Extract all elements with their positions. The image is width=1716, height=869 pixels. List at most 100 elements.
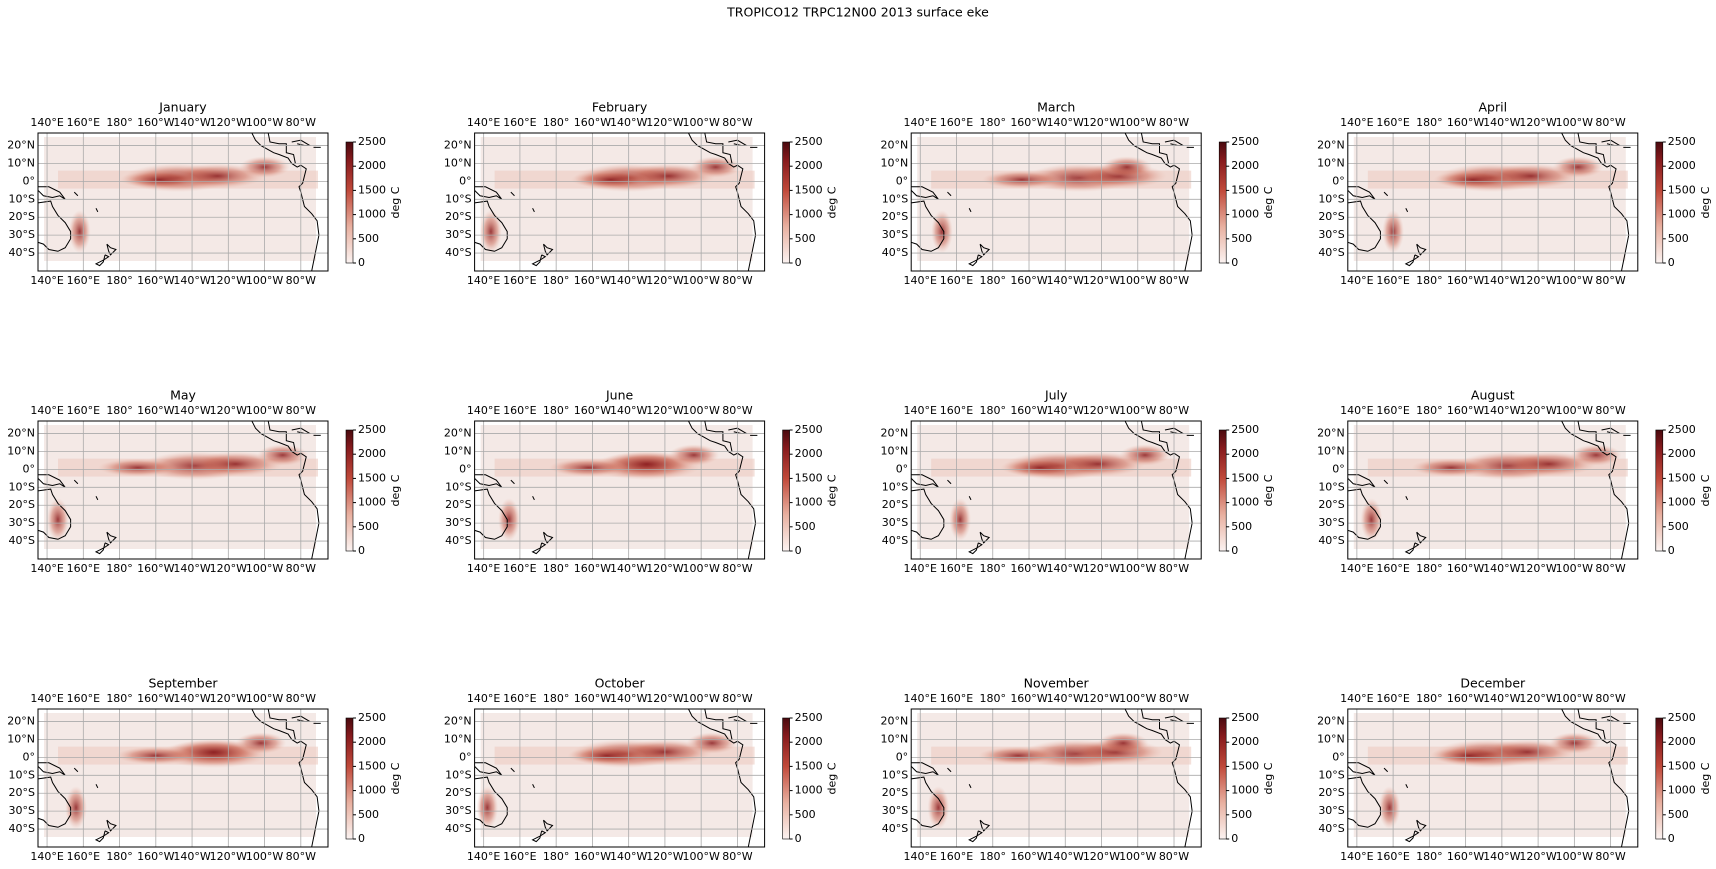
lon-tick-label: 140°W bbox=[173, 404, 210, 417]
eke-pattern bbox=[686, 732, 738, 754]
lon-tick-label: 80°W bbox=[1595, 692, 1625, 705]
lat-tick-label: 20°S bbox=[1318, 210, 1344, 223]
colorbar bbox=[1655, 717, 1664, 840]
lat-tick-label: 30°S bbox=[882, 228, 908, 241]
lon-tick-label: 140°E bbox=[467, 562, 500, 575]
lon-tick-label: 160°E bbox=[940, 116, 973, 129]
coastline bbox=[95, 496, 99, 501]
lon-tick-label: 100°W bbox=[682, 404, 719, 417]
lon-tick-label: 120°W bbox=[646, 274, 683, 287]
lon-tick-label: 180° bbox=[543, 404, 570, 417]
lon-tick-label: 140°W bbox=[1483, 274, 1520, 287]
lon-tick-label: 100°W bbox=[246, 562, 283, 575]
lon-tick-label: 140°W bbox=[1483, 116, 1520, 129]
lon-tick-label: 160°W bbox=[1447, 274, 1484, 287]
coastline bbox=[1405, 496, 1409, 501]
colorbar-tick-label: 0 bbox=[1231, 832, 1238, 845]
coastline bbox=[1124, 133, 1193, 271]
coastline bbox=[38, 200, 72, 252]
lon-tick-label: 80°W bbox=[1159, 116, 1189, 129]
coastline bbox=[704, 421, 733, 452]
map-area bbox=[474, 133, 758, 271]
map-area bbox=[1347, 421, 1631, 559]
lon-tick-label: 80°W bbox=[1159, 562, 1189, 575]
lon-tick-label: 140°W bbox=[610, 274, 647, 287]
colorbar bbox=[1218, 717, 1227, 840]
coastline bbox=[251, 709, 320, 847]
coastline bbox=[1577, 421, 1606, 452]
coastline bbox=[704, 709, 733, 740]
eke-pattern bbox=[567, 746, 647, 765]
lon-tick-label: 140°W bbox=[1047, 692, 1084, 705]
lat-tick-label: 20°S bbox=[9, 498, 35, 511]
lon-tick-label: 160°E bbox=[503, 404, 536, 417]
lat-tick-label: 10°N bbox=[7, 444, 35, 457]
map-panel: May 140°E 140°E 160°E 160°E 180° 180° 160°W 160°… bbox=[7, 388, 402, 576]
lat-tick-label: 30°S bbox=[882, 804, 908, 817]
lon-tick-label: 140°E bbox=[904, 562, 937, 575]
lat-tick-label: 20°S bbox=[1318, 786, 1344, 799]
map-panel: August140°E140°E160°E160°E180°180°160°W1… bbox=[1317, 388, 1712, 576]
lon-tick-label: 100°W bbox=[682, 562, 719, 575]
coastline bbox=[531, 254, 547, 267]
lon-tick-label: 160°W bbox=[574, 404, 611, 417]
lon-tick-label: 160°W bbox=[1010, 116, 1047, 129]
colorbar bbox=[1655, 429, 1664, 552]
colorbar-tick-label: 1500 bbox=[1668, 183, 1696, 196]
lat-tick-label: 20°S bbox=[445, 210, 471, 223]
map-frame bbox=[474, 132, 766, 272]
lon-tick-label: 140°W bbox=[610, 116, 647, 129]
colorbar-tick-label: 2500 bbox=[1231, 423, 1259, 436]
colorbar-tick-label: 2500 bbox=[795, 135, 823, 148]
colorbar-tick-label: 0 bbox=[795, 544, 802, 557]
lon-tick-label: 140°E bbox=[904, 850, 937, 863]
coastline bbox=[106, 819, 117, 832]
lat-tick-label: 10°N bbox=[7, 156, 35, 169]
lon-tick-label: 140°E bbox=[1340, 562, 1373, 575]
eke-pattern bbox=[1411, 458, 1491, 477]
lat-tick-label: 40°S bbox=[882, 822, 908, 835]
lon-tick-label: 100°W bbox=[1119, 850, 1156, 863]
lon-tick-label: 160°W bbox=[1447, 116, 1484, 129]
coastline bbox=[979, 531, 991, 544]
lon-tick-label: 140°W bbox=[173, 116, 210, 129]
coastline bbox=[968, 784, 972, 789]
coastline bbox=[1560, 709, 1630, 847]
colorbar-tick-label: 500 bbox=[795, 232, 816, 245]
colorbar-tick-label: 2000 bbox=[358, 159, 386, 172]
lat-tick-label: 10°S bbox=[9, 768, 35, 781]
lat-tick-label: 20°S bbox=[882, 786, 908, 799]
map-area bbox=[911, 709, 1194, 847]
lon-tick-label: 120°W bbox=[1083, 692, 1120, 705]
lon-tick-label: 140°E bbox=[1340, 850, 1373, 863]
coastline bbox=[911, 762, 939, 776]
eke-pattern bbox=[97, 458, 178, 477]
lon-tick-label: 100°W bbox=[1119, 274, 1156, 287]
lon-tick-label: 80°W bbox=[1595, 850, 1625, 863]
coastline bbox=[474, 200, 508, 252]
map-frame bbox=[1347, 132, 1639, 272]
colorbar-tick-label: 1500 bbox=[358, 471, 386, 484]
lon-tick-label: 100°W bbox=[246, 404, 283, 417]
coastline bbox=[474, 488, 508, 540]
coastline bbox=[968, 496, 972, 501]
map-panel: October140°E140°E160°E160°E180°180°160°W… bbox=[444, 676, 839, 864]
colorbar-label: deg C bbox=[1262, 474, 1275, 506]
lon-tick-label: 80°W bbox=[286, 116, 316, 129]
coastline bbox=[542, 243, 554, 256]
lat-tick-label: 20°S bbox=[1318, 498, 1344, 511]
colorbar-tick-label: 0 bbox=[1668, 256, 1675, 269]
colorbar-tick-label: 2500 bbox=[358, 711, 386, 724]
lon-tick-label: 120°W bbox=[1519, 404, 1556, 417]
lat-tick-label: 40°S bbox=[1318, 822, 1344, 835]
lat-tick-label: 10°S bbox=[9, 480, 35, 493]
lon-tick-label: 100°W bbox=[246, 274, 283, 287]
lat-tick-label: 30°S bbox=[445, 804, 471, 817]
eke-pattern bbox=[498, 498, 520, 542]
lat-tick-label: 20°N bbox=[444, 715, 472, 728]
lat-tick-label: 40°S bbox=[445, 534, 471, 547]
lon-tick-label: 160°E bbox=[67, 404, 100, 417]
map-panel: September 140°E 140°E 160°E 160°E 180° 180° 160… bbox=[7, 676, 402, 864]
coastline bbox=[474, 186, 503, 200]
